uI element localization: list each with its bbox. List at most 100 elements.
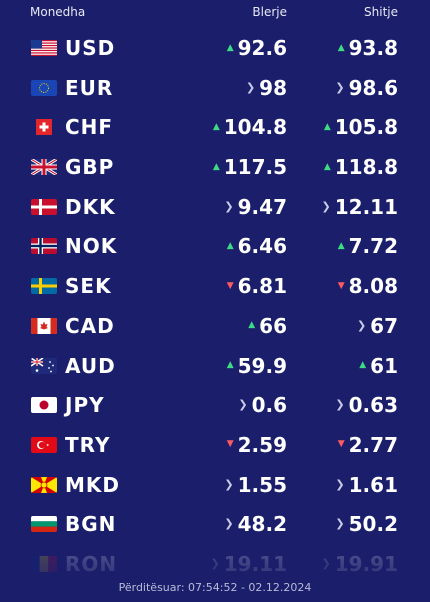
currency-code: CAD: [65, 313, 115, 338]
trend-up-icon: ▲: [226, 360, 234, 370]
sell-rate-value: 1.61: [348, 472, 398, 497]
currency-code: RON: [65, 551, 118, 576]
currency-code: GBP: [65, 155, 115, 180]
sell-rate-value: 7.72: [348, 234, 398, 259]
trend-up-icon: ▲: [248, 320, 256, 331]
buy-rate: ❯ 19.11: [211, 552, 287, 576]
sell-rate: ▲ 93.8: [338, 36, 398, 60]
table-header: Monedha Blerje Shitje: [0, 0, 430, 22]
sell-rate-value: 61: [370, 353, 398, 378]
sell-rate: ❯ 0.63: [335, 393, 398, 417]
last-updated-text: Përditësuar: 07:54:52 - 02.12.2024: [118, 581, 312, 594]
sell-rate: ❯ 67: [357, 314, 398, 338]
currency-row-gbp: GBP ▲ 117.5 ▲ 118.8: [0, 147, 430, 187]
currency-row-jpy: JPY ❯ 0.6 ❯ 0.63: [0, 385, 430, 425]
currency-row-chf: CHF ▲ 104.8 ▲ 105.8: [0, 107, 430, 147]
trend-up-icon: ▲: [337, 240, 345, 251]
trend-flat-icon: ❯: [335, 80, 345, 94]
trend-flat-icon: ❯: [238, 398, 248, 412]
sell-rate-value: 98.6: [348, 75, 398, 100]
currency-row-eur: EUR ❯ 98 ❯ 98.6: [0, 68, 430, 108]
eu-flag-icon: [31, 79, 57, 96]
sell-rate-value: 0.63: [348, 393, 398, 418]
sell-rate: ▲ 118.8: [324, 155, 398, 179]
trend-flat-icon: ❯: [335, 517, 345, 531]
currency-list: USD ▲ 92.6 ▲ 93.8 EUR ❯ 98 ❯ 98.6 CHF ▲ 104.8 ▲ 105.8 G…: [0, 28, 430, 584]
buy-rate-value: 6.81: [237, 274, 287, 299]
trend-up-icon: ▲: [323, 121, 331, 132]
buy-rate-value: 0.6: [251, 393, 287, 418]
currency-code: EUR: [65, 75, 114, 100]
currency-row-mkd: MKD ❯ 1.55 ❯ 1.61: [0, 465, 430, 505]
buy-rate-value: 117.5: [223, 155, 287, 180]
sell-rate: ▲ 7.72: [338, 234, 398, 258]
buy-rate-value: 104.8: [223, 115, 287, 140]
sell-rate: ▲ 105.8: [324, 115, 398, 139]
trend-down-icon: ▼: [226, 280, 234, 291]
sell-rate: ❯ 1.61: [335, 473, 398, 497]
trend-down-icon: ▼: [337, 439, 345, 450]
tr-flag-icon: [31, 436, 57, 453]
buy-rate: ❯ 48.2: [224, 512, 287, 536]
trend-flat-icon: ❯: [321, 199, 331, 213]
trend-up-icon: ▲: [226, 42, 234, 53]
sell-rate: ❯ 12.11: [322, 195, 398, 219]
mk-flag-icon: [31, 476, 57, 493]
sell-rate: ❯ 98.6: [335, 76, 398, 100]
trend-flat-icon: ❯: [210, 556, 220, 570]
currency-code: BGN: [65, 512, 117, 537]
trend-up-icon: ▲: [212, 161, 220, 172]
currency-code: NOK: [65, 234, 118, 259]
ch-flag-icon: [31, 119, 57, 136]
trend-flat-icon: ❯: [335, 477, 345, 491]
sell-rate-value: 12.11: [334, 194, 398, 219]
trend-flat-icon: ❯: [245, 80, 256, 94]
gb-flag-icon: [31, 159, 57, 176]
sell-rate-value: 19.91: [334, 551, 398, 576]
sell-rate-value: 67: [370, 313, 398, 338]
currency-row-bgn: BGN ❯ 48.2 ❯ 50.2: [0, 504, 430, 544]
currency-code: MKD: [65, 472, 121, 497]
trend-up-icon: ▲: [226, 240, 234, 251]
buy-rate-value: 66: [259, 313, 287, 338]
buy-rate-value: 9.47: [237, 194, 287, 219]
buy-rate: ❯ 0.6: [238, 393, 287, 417]
trend-up-icon: ▲: [359, 360, 367, 370]
currency-code: SEK: [65, 274, 112, 299]
buy-rate-value: 48.2: [237, 512, 287, 537]
currency-row-ron: RON ❯ 19.11 ❯ 19.91: [0, 544, 430, 584]
sell-rate: ❯ 50.2: [335, 512, 398, 536]
trend-down-icon: ▼: [226, 439, 234, 450]
buy-rate: ▼ 2.59: [227, 433, 287, 457]
dk-flag-icon: [31, 198, 57, 215]
buy-rate-value: 92.6: [237, 36, 287, 60]
sell-rate: ▼ 8.08: [338, 274, 398, 298]
sell-rate-value: 8.08: [348, 274, 398, 299]
buy-rate: ▲ 104.8: [213, 115, 287, 139]
buy-rate: ▲ 59.9: [227, 354, 287, 378]
buy-rate: ▲ 92.6: [227, 36, 287, 60]
buy-rate-value: 6.46: [237, 234, 287, 259]
buy-rate: ▲ 117.5: [213, 155, 287, 179]
currency-code: DKK: [65, 194, 116, 219]
sell-rate-value: 105.8: [334, 115, 398, 140]
trend-flat-icon: ❯: [335, 398, 345, 412]
trend-flat-icon: ❯: [224, 517, 234, 531]
buy-rate: ▲ 6.46: [227, 234, 287, 258]
buy-rate: ▼ 6.81: [227, 274, 287, 298]
currency-code: USD: [65, 36, 116, 60]
buy-rate-value: 19.11: [223, 551, 287, 576]
ro-flag-icon: [31, 555, 57, 572]
trend-up-icon: ▲: [212, 121, 220, 132]
sell-rate: ▲ 61: [359, 354, 398, 378]
buy-rate-value: 98: [259, 75, 287, 100]
trend-flat-icon: ❯: [224, 477, 234, 491]
se-flag-icon: [31, 278, 57, 295]
buy-rate: ❯ 1.55: [224, 473, 287, 497]
au-flag-icon: [31, 357, 57, 374]
column-header-sell: Shitje: [364, 5, 398, 19]
trend-down-icon: ▼: [337, 280, 345, 291]
currency-code: CHF: [65, 115, 114, 140]
sell-rate: ▼ 2.77: [338, 433, 398, 457]
trend-flat-icon: ❯: [224, 199, 234, 213]
